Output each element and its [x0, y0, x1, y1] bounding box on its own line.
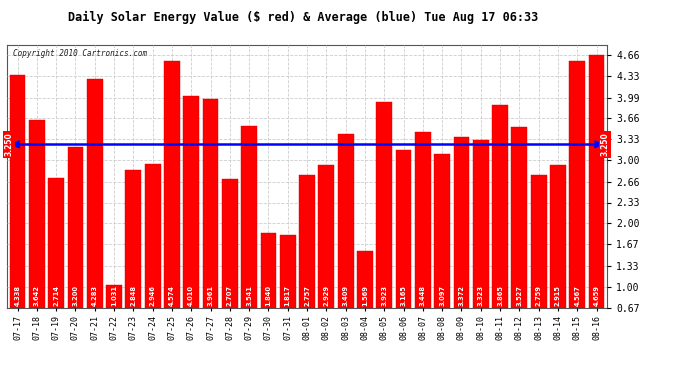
Text: 3.527: 3.527	[516, 285, 522, 306]
Text: 4.574: 4.574	[169, 285, 175, 306]
Text: 3.097: 3.097	[439, 285, 445, 306]
Bar	[550, 165, 566, 308]
Bar	[337, 134, 353, 308]
Bar	[395, 150, 411, 308]
Bar	[145, 164, 161, 308]
Bar	[434, 154, 450, 308]
Bar	[87, 79, 103, 308]
Text: 3.642: 3.642	[34, 285, 40, 306]
Bar	[241, 126, 257, 308]
Bar	[280, 235, 295, 308]
Bar	[261, 234, 277, 308]
Bar	[10, 75, 26, 308]
Text: 3.448: 3.448	[420, 285, 426, 306]
Bar	[164, 60, 180, 308]
Text: 4.283: 4.283	[92, 285, 98, 306]
Bar	[319, 165, 334, 308]
Bar	[376, 102, 392, 308]
Text: 2.946: 2.946	[150, 285, 156, 306]
Bar	[29, 120, 45, 308]
Text: 3.541: 3.541	[246, 285, 252, 306]
Bar	[511, 127, 527, 308]
Bar	[222, 178, 238, 308]
Text: 4.659: 4.659	[593, 285, 600, 306]
Bar	[126, 170, 141, 308]
Text: 3.961: 3.961	[208, 285, 213, 306]
Bar	[473, 140, 489, 308]
Bar	[453, 136, 469, 308]
Text: 1.840: 1.840	[266, 285, 271, 306]
Bar	[299, 176, 315, 308]
Text: 2.757: 2.757	[304, 285, 310, 306]
Bar	[492, 105, 508, 308]
Text: 1.569: 1.569	[362, 285, 368, 306]
Text: 3.865: 3.865	[497, 285, 503, 306]
Bar	[415, 132, 431, 308]
Bar	[203, 99, 219, 308]
Bar	[589, 55, 604, 308]
Bar	[569, 61, 585, 308]
Text: 3.372: 3.372	[458, 285, 464, 306]
Text: 3.923: 3.923	[382, 285, 387, 306]
Text: 2.714: 2.714	[53, 285, 59, 306]
Text: 2.759: 2.759	[535, 285, 542, 306]
Text: 4.338: 4.338	[14, 285, 21, 306]
Text: 3.250: 3.250	[4, 132, 13, 156]
Text: 1.817: 1.817	[285, 285, 290, 306]
Text: 2.929: 2.929	[324, 285, 329, 306]
Text: 3.409: 3.409	[343, 285, 348, 306]
Text: 2.915: 2.915	[555, 285, 561, 306]
Text: 4.567: 4.567	[574, 285, 580, 306]
Bar	[106, 285, 122, 308]
Bar	[68, 147, 83, 308]
Text: 1.031: 1.031	[111, 285, 117, 306]
Text: 3.200: 3.200	[72, 285, 79, 306]
Bar	[357, 251, 373, 308]
Text: 3.165: 3.165	[401, 285, 406, 306]
Text: Copyright 2010 Cartronics.com: Copyright 2010 Cartronics.com	[13, 49, 147, 58]
Bar	[48, 178, 64, 308]
Bar	[184, 96, 199, 308]
Text: 3.250: 3.250	[601, 132, 610, 156]
Text: 2.707: 2.707	[227, 285, 233, 306]
Text: Daily Solar Energy Value ($ red) & Average (blue) Tue Aug 17 06:33: Daily Solar Energy Value ($ red) & Avera…	[68, 11, 539, 24]
Bar	[531, 176, 546, 308]
Text: 3.323: 3.323	[477, 285, 484, 306]
Text: 4.010: 4.010	[188, 285, 195, 306]
Text: 2.848: 2.848	[130, 285, 137, 306]
